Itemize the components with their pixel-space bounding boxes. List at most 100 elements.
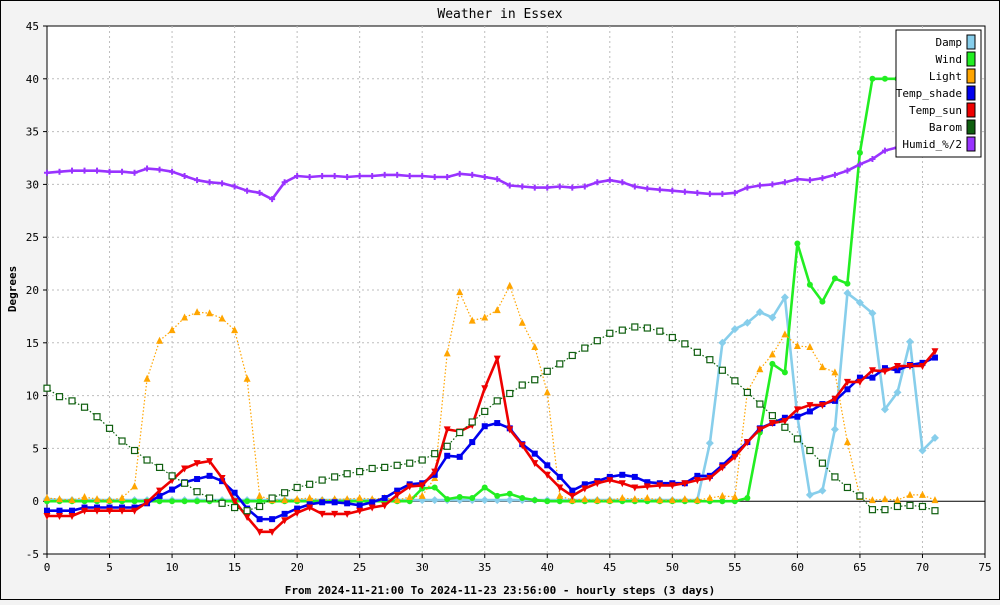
data-point bbox=[319, 477, 325, 483]
data-point bbox=[844, 484, 850, 490]
data-point bbox=[757, 401, 763, 407]
data-point bbox=[594, 338, 600, 344]
data-point bbox=[457, 454, 463, 460]
x-tick-label: 70 bbox=[916, 561, 929, 574]
y-tick-label: 35 bbox=[26, 126, 39, 139]
legend-label: Temp_sun bbox=[909, 104, 962, 117]
data-point bbox=[269, 516, 275, 522]
y-tick-label: 5 bbox=[32, 442, 39, 455]
data-point bbox=[107, 425, 113, 431]
data-point bbox=[194, 489, 200, 495]
x-tick-label: 30 bbox=[416, 561, 429, 574]
data-point bbox=[619, 327, 625, 333]
legend: Damp Wind Light Temp_shade Temp_sun Barom Humi… bbox=[896, 30, 981, 157]
data-point bbox=[494, 398, 500, 404]
data-point bbox=[169, 473, 175, 479]
data-point bbox=[844, 281, 850, 287]
data-point bbox=[919, 503, 925, 509]
data-point bbox=[357, 469, 363, 475]
y-tick-label: 40 bbox=[26, 73, 39, 86]
y-tick-label: 30 bbox=[26, 178, 39, 191]
legend-label: Humid_%/2 bbox=[902, 138, 962, 151]
data-point bbox=[432, 484, 438, 490]
data-point bbox=[382, 464, 388, 470]
x-tick-label: 0 bbox=[44, 561, 51, 574]
data-point bbox=[157, 464, 163, 470]
data-point bbox=[444, 496, 450, 502]
legend-label: Wind bbox=[936, 53, 963, 66]
chart-title: Weather in Essex bbox=[437, 7, 562, 22]
data-point bbox=[557, 498, 563, 504]
data-point bbox=[182, 498, 188, 504]
data-point bbox=[507, 390, 513, 396]
x-tick-label: 40 bbox=[541, 561, 554, 574]
data-point bbox=[282, 490, 288, 496]
x-axis-label: From 2024-11-21:00 To 2024-11-23 23:56:0… bbox=[285, 584, 715, 597]
y-axis-label: Degrees bbox=[6, 266, 19, 312]
data-point bbox=[807, 448, 813, 454]
data-point bbox=[269, 495, 275, 501]
y-tick-label: 25 bbox=[26, 231, 39, 244]
data-point bbox=[807, 408, 813, 414]
data-point bbox=[494, 420, 500, 426]
data-point bbox=[444, 453, 450, 459]
data-point bbox=[282, 511, 288, 517]
data-point bbox=[332, 499, 338, 505]
data-point bbox=[69, 508, 75, 514]
data-point bbox=[619, 472, 625, 478]
data-point bbox=[582, 345, 588, 351]
data-point bbox=[569, 352, 575, 358]
data-point bbox=[657, 328, 663, 334]
data-point bbox=[794, 436, 800, 442]
data-point bbox=[332, 474, 338, 480]
data-point bbox=[669, 335, 675, 341]
data-point bbox=[357, 502, 363, 508]
data-point bbox=[532, 377, 538, 383]
data-point bbox=[794, 414, 800, 420]
data-point bbox=[519, 495, 525, 501]
data-point bbox=[344, 471, 350, 477]
data-point bbox=[69, 398, 75, 404]
x-tick-label: 5 bbox=[106, 561, 113, 574]
data-point bbox=[469, 419, 475, 425]
legend-swatch bbox=[967, 120, 975, 134]
x-tick-label: 50 bbox=[666, 561, 679, 574]
data-point bbox=[344, 500, 350, 506]
data-point bbox=[869, 507, 875, 513]
data-point bbox=[369, 465, 375, 471]
data-point bbox=[432, 451, 438, 457]
data-point bbox=[769, 361, 775, 367]
data-point bbox=[207, 473, 213, 479]
legend-swatch bbox=[967, 86, 975, 100]
x-tick-label: 55 bbox=[728, 561, 741, 574]
data-point bbox=[869, 375, 875, 381]
legend-swatch bbox=[967, 69, 975, 83]
data-point bbox=[219, 500, 225, 506]
legend-swatch bbox=[967, 52, 975, 66]
data-point bbox=[607, 330, 613, 336]
legend-label: Light bbox=[929, 70, 962, 83]
data-point bbox=[769, 413, 775, 419]
data-point bbox=[119, 438, 125, 444]
data-point bbox=[832, 474, 838, 480]
data-point bbox=[132, 498, 138, 504]
data-point bbox=[569, 488, 575, 494]
x-tick-label: 25 bbox=[353, 561, 366, 574]
data-point bbox=[257, 516, 263, 522]
data-point bbox=[394, 462, 400, 468]
data-point bbox=[744, 495, 750, 501]
data-point bbox=[407, 460, 413, 466]
data-point bbox=[57, 394, 63, 400]
data-point bbox=[682, 341, 688, 347]
data-point bbox=[457, 494, 463, 500]
data-point bbox=[207, 495, 213, 501]
data-point bbox=[807, 282, 813, 288]
data-point bbox=[82, 404, 88, 410]
data-point bbox=[907, 502, 913, 508]
y-tick-label: 0 bbox=[32, 495, 39, 508]
data-point bbox=[94, 414, 100, 420]
data-point bbox=[169, 487, 175, 493]
data-point bbox=[932, 508, 938, 514]
x-tick-label: 75 bbox=[978, 561, 991, 574]
